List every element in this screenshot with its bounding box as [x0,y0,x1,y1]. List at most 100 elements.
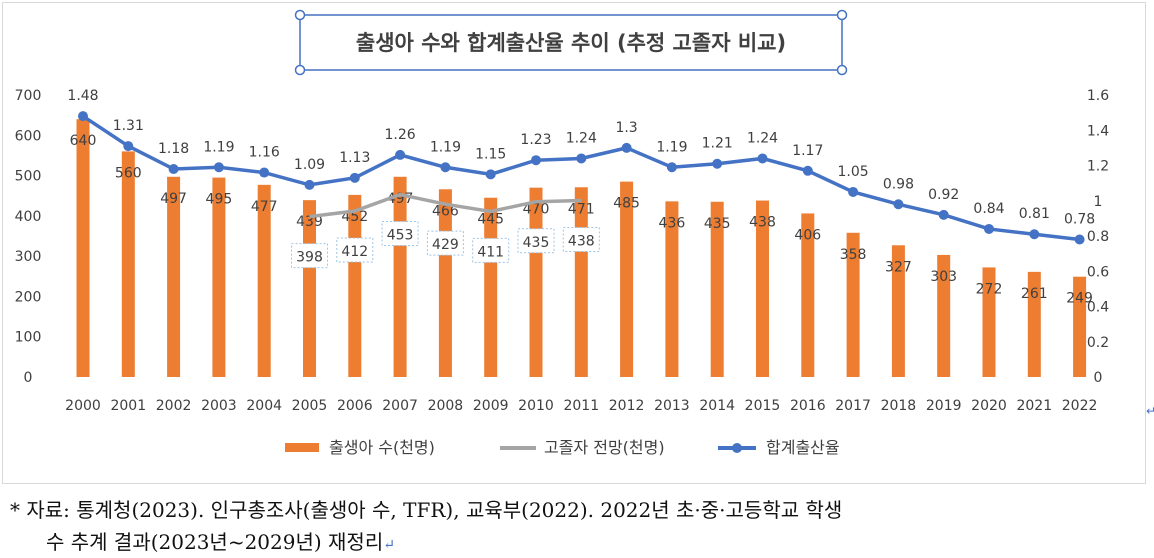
title-handle[interactable] [836,9,848,21]
bar-value-label: 445 [477,212,504,228]
left-axis-tick: 700 [15,88,42,104]
x-axis-tick: 2020 [971,398,1007,414]
x-axis-tick: 2017 [835,398,871,414]
title-frame [299,14,843,71]
tfr-value-label: 1.23 [520,132,551,148]
bar [665,201,679,377]
right-axis-tick: 0.4 [1087,300,1109,316]
bar-value-label: 485 [613,196,640,212]
x-axis-tick: 2003 [201,398,237,414]
x-axis-tick: 2022 [1062,398,1098,414]
bar-value-label: 436 [659,215,686,231]
x-axis-tick: 2007 [382,398,418,414]
tfr-point [1029,229,1040,240]
left-axis-tick: 100 [15,330,42,346]
legend-bar-label: 출생아 수(천명) [329,438,435,457]
bar-value-label: 303 [930,269,957,285]
tfr-point [621,142,632,153]
bar-value-label: 435 [704,216,731,232]
tfr-value-label: 1.24 [747,130,778,146]
right-axis-tick: 1.4 [1087,123,1109,139]
x-axis-tick: 2001 [110,398,146,414]
left-axis-tick: 500 [15,169,42,185]
bar [846,232,860,377]
x-axis-tick: 2012 [609,398,645,414]
tfr-value-label: 1.31 [113,118,144,134]
left-axis-tick: 400 [15,209,42,225]
bar-value-label: 439 [296,214,323,230]
tfr-value-label: 1.09 [294,157,325,173]
x-axis-tick: 2019 [926,398,962,414]
return-mark-icon: ↵ [383,537,395,553]
legend: 출생아 수(천명) 고졸자 전망(천명) 합계출산율 [285,438,840,457]
chart-title: 출생아 수와 합계출산율 추이 (추정 고졸자 비교) [356,31,786,55]
tfr-point [168,164,179,175]
title-handle[interactable] [294,64,306,76]
x-axis-tick: 2015 [745,398,781,414]
tfr-value-label: 1.18 [158,141,189,157]
bar-value-label: 495 [206,192,233,208]
bar [121,151,135,377]
tfr-point [213,162,224,173]
tfr-value-label: 1.48 [67,88,98,104]
bar [167,176,181,377]
tfr-point [757,153,768,164]
left-axis-tick: 600 [15,128,42,144]
legend-bar-swatch [285,443,319,452]
left-axis-tick: 0 [24,370,33,386]
bar-value-label: 640 [70,133,97,149]
tfr-point [666,162,677,173]
bar [1027,271,1041,377]
tfr-value-label: 0.92 [928,187,959,203]
caption-line-1: * 자료: 통계청(2023). 인구총조사(출생아 수, TFR), 교육부(… [10,494,842,523]
bar-value-label: 560 [115,165,142,181]
bar [76,119,90,378]
tfr-point [531,155,541,166]
graduates-value-label: 398 [296,250,323,266]
graduates-value-label: 412 [341,244,368,260]
graduates-label-box [472,237,510,263]
bar-value-label: 327 [885,259,912,275]
graduates-label-box [562,227,600,253]
tfr-point [440,162,451,173]
graduates-value-label: 438 [568,234,595,250]
tfr-point [259,167,270,178]
x-axis-tick: 2006 [337,398,373,414]
tfr-point [984,223,994,234]
right-axis-tick: 1 [1094,194,1103,210]
legend-tfr-marker [732,443,742,453]
bar-value-label: 497 [160,191,187,207]
tfr-point [893,199,904,210]
left-axis-tick: 300 [15,249,42,265]
right-axis-tick: 1.6 [1087,88,1109,104]
bar [801,213,815,377]
tfr-point [395,149,406,160]
x-axis-tick: 2009 [473,398,509,414]
tfr-value-label: 1.05 [838,164,869,180]
bar-value-label: 477 [251,199,278,215]
bar [393,176,407,377]
bar [982,267,996,377]
title-handle[interactable] [294,9,306,21]
tfr-point [938,209,949,220]
left-axis-tick: 200 [15,289,42,305]
x-axis-tick: 2010 [518,398,554,414]
tfr-point [123,141,134,152]
x-axis-tick: 2000 [65,398,101,414]
bar-value-label: 471 [568,201,595,217]
caption-text-1: 자료: 통계청(2023). 인구총조사(출생아 수, TFR), 교육부(20… [26,498,843,522]
right-axis-tick: 0.6 [1087,264,1109,280]
tfr-point [712,158,723,169]
x-axis-tick: 2018 [881,398,917,414]
legend-grad-label: 고졸자 전망(천명) [544,438,665,457]
x-axis-tick: 2005 [292,398,328,414]
chart-title-box[interactable]: 출생아 수와 합계출산율 추이 (추정 고졸자 비교) [294,9,848,76]
graduates-label-box [291,243,328,269]
title-handle[interactable] [836,64,848,76]
bar-value-label: 470 [523,202,550,218]
tfr-point [349,172,360,183]
bar-value-label: 272 [976,281,1003,297]
tfr-point [802,165,813,176]
bar-value-label: 358 [840,247,867,263]
graduates-value-label: 435 [523,235,550,251]
